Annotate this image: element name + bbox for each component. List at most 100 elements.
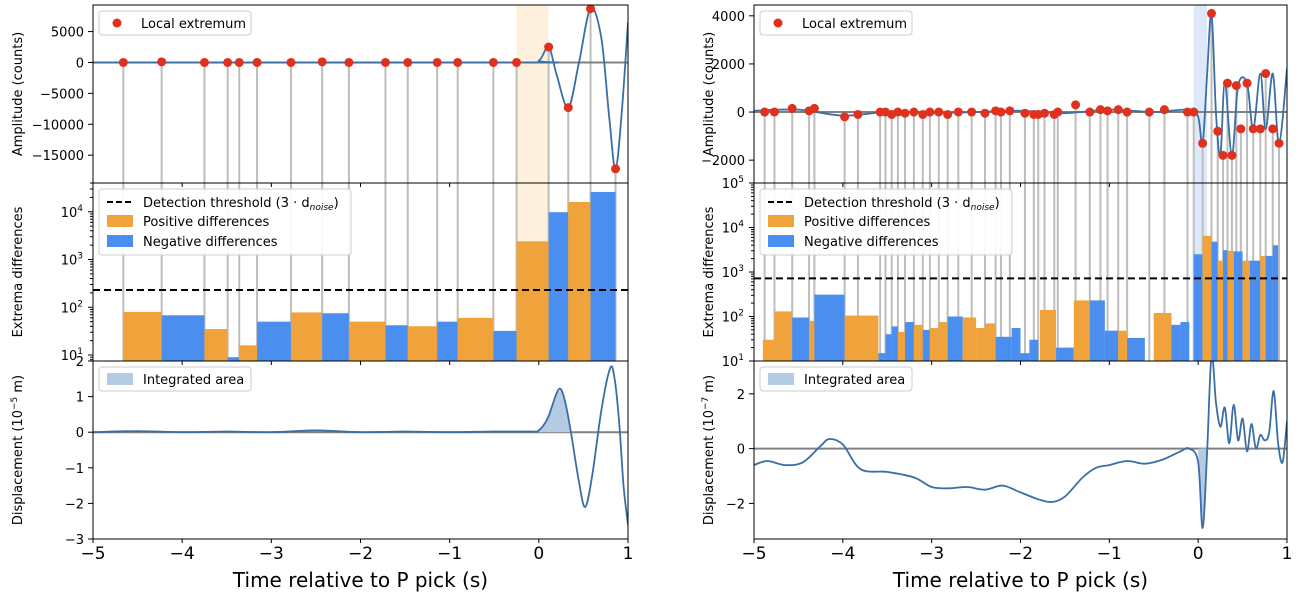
- legend-label-positive: Positive differences: [804, 215, 931, 230]
- y-tick-label: 4000: [712, 10, 745, 25]
- extremum-point: [453, 57, 463, 67]
- bar-negative: [1104, 330, 1119, 361]
- extremum-point: [1071, 100, 1081, 110]
- bar-negative: [792, 317, 810, 361]
- extremum-point: [925, 107, 935, 117]
- x-tick-label: −2: [348, 544, 373, 564]
- bar-negative: [322, 313, 349, 361]
- extremum-point: [1206, 8, 1216, 18]
- bar-negative: [1180, 322, 1190, 361]
- legend-swatch-positive: [768, 215, 794, 227]
- y-tick-label: 2: [76, 355, 84, 370]
- x-tick-label: −1: [437, 544, 462, 564]
- extremum-point: [403, 57, 413, 67]
- extremum-point: [1261, 69, 1271, 79]
- displacement-line: [754, 361, 1287, 529]
- x-tick-label: −3: [919, 544, 944, 564]
- bar-negative: [1211, 241, 1218, 361]
- bar-positive: [1118, 330, 1128, 361]
- legend-marker-extremum: [112, 18, 122, 28]
- bar-negative: [1249, 260, 1261, 361]
- y-tick-label: 105: [722, 175, 744, 192]
- bar-positive: [1242, 260, 1250, 361]
- extremum-point: [1113, 105, 1123, 115]
- extremum-point: [934, 107, 944, 117]
- bar-positive: [938, 322, 948, 361]
- bar-positive: [516, 241, 549, 361]
- y-axis-label: Extrema differences: [11, 206, 26, 337]
- panel-right-bottom: 2 0 −2 Displacement (10−7 m) −5 −4 −3 −2 −1 0 1 Tim…: [701, 360, 1293, 592]
- bar-positive: [1202, 235, 1212, 361]
- y-tick-label: 0: [76, 426, 84, 441]
- panel-left-top: 5000 0 −5000 −10000 −15000 Amplitude (counts)…: [11, 4, 629, 187]
- bar-negative: [905, 322, 914, 361]
- bar-negative: [493, 330, 517, 361]
- extremum-point: [611, 164, 621, 174]
- extremum-point: [918, 109, 928, 119]
- bar-negative: [1056, 347, 1074, 361]
- legend-marker-extremum: [773, 18, 783, 28]
- extremum-point: [1227, 150, 1237, 160]
- bar-negative: [1193, 254, 1203, 361]
- legend-swatch-negative: [768, 235, 794, 247]
- bar-negative: [257, 321, 291, 361]
- panel-right-middle: 105 104 103 102 101 Extrema differences Detect…: [702, 175, 1288, 370]
- y-axis-label: Amplitude (counts): [702, 32, 717, 156]
- highlight-window: [1193, 5, 1208, 183]
- bar-negative: [227, 357, 240, 361]
- extremum-point: [1039, 108, 1049, 118]
- bar-positive: [844, 315, 879, 361]
- extremum-point: [1095, 105, 1105, 115]
- legend-swatch-area: [107, 373, 133, 385]
- extremum-point: [586, 5, 596, 14]
- bar-positive: [1153, 312, 1172, 361]
- y-tick-label: 0: [76, 56, 84, 71]
- bar-positive: [774, 311, 793, 361]
- x-tick-label: −5: [741, 544, 766, 564]
- y-tick-label: 1: [76, 391, 84, 406]
- bar-negative: [1272, 245, 1279, 361]
- extremum-point: [1268, 124, 1278, 134]
- extremum-point: [1255, 124, 1265, 134]
- x-tick-label: 0: [1193, 544, 1204, 564]
- plot-area: [754, 5, 1287, 183]
- extremum-point: [199, 57, 209, 67]
- x-axis-label: Time relative to P pick (s): [232, 568, 488, 592]
- bar-positive: [123, 311, 162, 361]
- y-axis-label: Amplitude (counts): [11, 32, 26, 156]
- y-tick-label: 2000: [712, 58, 745, 73]
- x-tick-label: −1: [1097, 544, 1122, 564]
- x-tick-label: 1: [1282, 544, 1293, 564]
- extremum-point: [1231, 81, 1241, 91]
- bar-positive: [913, 324, 923, 361]
- y-tick-label: 5000: [51, 26, 84, 41]
- bar-negative: [1011, 328, 1021, 361]
- legend-box: [759, 366, 913, 392]
- bar-negative: [1171, 324, 1181, 361]
- extremum-point: [1189, 107, 1199, 117]
- bar-positive: [407, 326, 438, 361]
- bar-negative: [590, 191, 616, 361]
- extremum-point: [286, 57, 296, 67]
- bar-negative: [437, 321, 458, 361]
- y-axis-label: Extrema differences: [702, 206, 717, 337]
- bar-negative: [995, 336, 1012, 361]
- bar-negative: [385, 325, 408, 361]
- extremum-point: [1159, 105, 1169, 115]
- y-axis-label: Displacement (10−5 m): [10, 375, 26, 525]
- extremum-point: [967, 107, 977, 117]
- y-tick-label: 104: [61, 204, 84, 221]
- x-axis-label: Time relative to P pick (s): [892, 568, 1148, 592]
- plot-area: [93, 365, 628, 525]
- x-tick-label: 0: [533, 544, 544, 564]
- bar-positive: [897, 331, 906, 361]
- legend-label-negative: Negative differences: [804, 235, 939, 250]
- y-tick-label: −15000: [32, 149, 84, 164]
- bar-positive: [568, 202, 591, 361]
- extremum-point: [853, 109, 863, 119]
- y-axis-label: Displacement (10−7 m): [701, 375, 717, 525]
- bar-negative: [878, 353, 886, 361]
- extremum-point: [1020, 108, 1030, 118]
- x-tick-label: −5: [80, 544, 105, 564]
- extremum-point: [1183, 107, 1193, 117]
